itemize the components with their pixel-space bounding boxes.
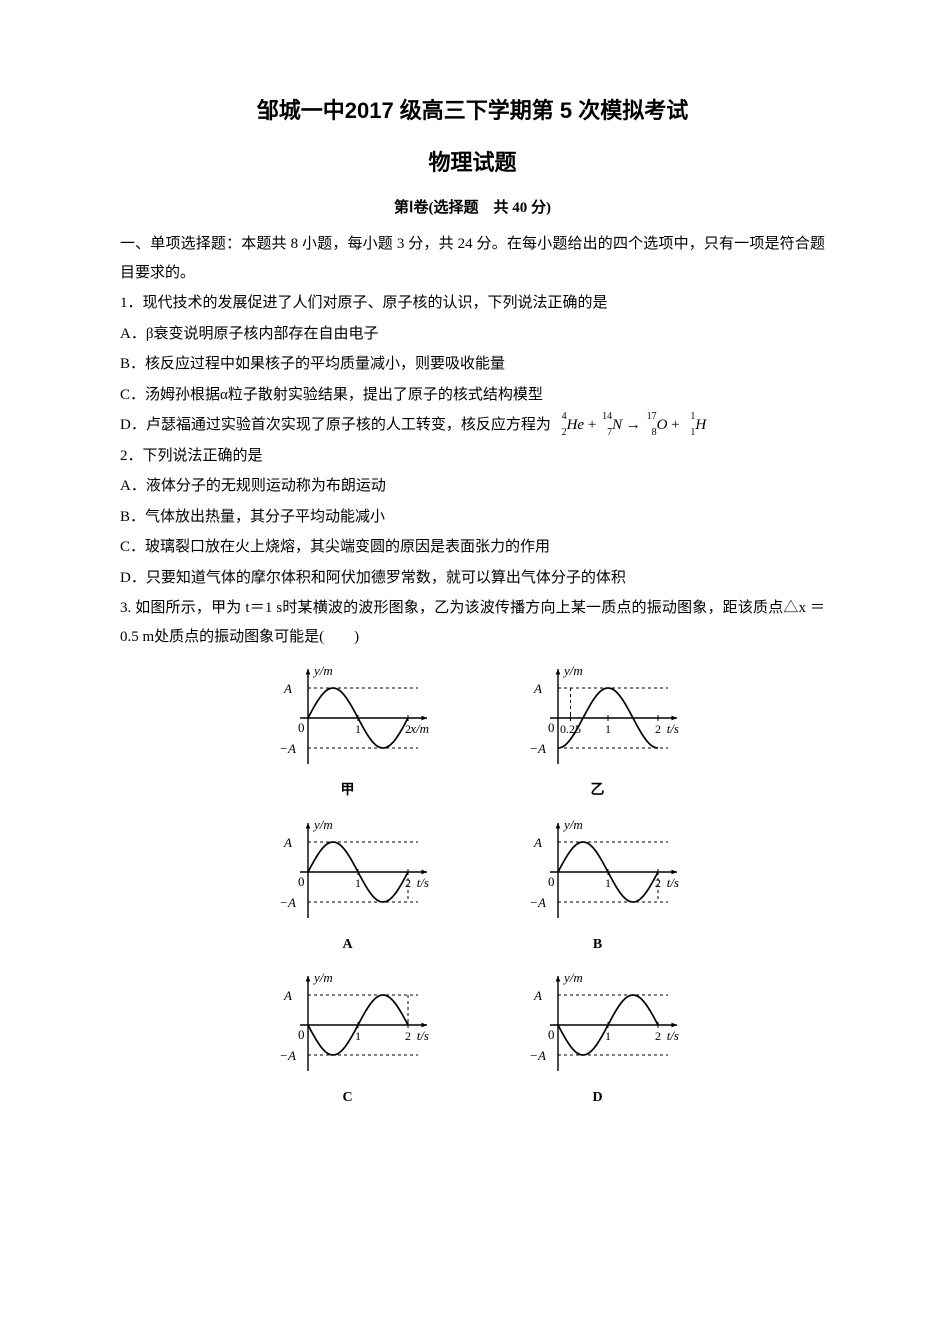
- svg-text:1: 1: [355, 722, 361, 736]
- q2-option-b: B．气体放出热量，其分子平均动能减小: [120, 503, 825, 532]
- charts-row-1: y/mA−A012x/m 甲 y/mA−A00.2512t/s 乙: [120, 661, 825, 805]
- chart-b: y/mA−A012t/s: [513, 815, 683, 930]
- svg-text:2: 2: [405, 1029, 411, 1043]
- page-subtitle: 物理试题: [120, 142, 825, 184]
- svg-text:1: 1: [605, 876, 611, 890]
- q3-stem: 3. 如图所示，甲为 t＝1 s时某横波的波形图象，乙为该波传播方向上某一质点的…: [120, 594, 825, 651]
- svg-text:y/m: y/m: [562, 663, 583, 678]
- q2-option-c: C．玻璃裂口放在火上烧熔，其尖端变圆的原因是表面张力的作用: [120, 533, 825, 562]
- page-title: 邹城一中2017 级高三下学期第 5 次模拟考试: [120, 90, 825, 132]
- q2-option-a: A．液体分子的无规则运动称为布朗运动: [120, 472, 825, 501]
- chart-label-yi: 乙: [513, 778, 683, 805]
- svg-text:t/s: t/s: [416, 1028, 428, 1043]
- q1-stem: 1．现代技术的发展促进了人们对原子、原子核的认识，下列说法正确的是: [120, 289, 825, 318]
- svg-text:−A: −A: [279, 741, 296, 756]
- svg-text:A: A: [533, 681, 542, 696]
- svg-text:t/s: t/s: [666, 1028, 678, 1043]
- svg-text:1: 1: [605, 1029, 611, 1043]
- q2-option-d: D．只要知道气体的摩尔体积和阿伏加德罗常数，就可以算出气体分子的体积: [120, 564, 825, 593]
- svg-text:t/s: t/s: [666, 721, 678, 736]
- svg-text:2: 2: [655, 1029, 661, 1043]
- svg-text:2: 2: [655, 722, 661, 736]
- nuclear-equation: 42He + 147N → 178O + 11H: [555, 417, 707, 433]
- svg-text:y/m: y/m: [312, 663, 333, 678]
- svg-text:A: A: [533, 835, 542, 850]
- chart-yi: y/mA−A00.2512t/s: [513, 661, 683, 776]
- section-heading: 第Ⅰ卷(选择题 共 40 分): [120, 194, 825, 223]
- svg-text:y/m: y/m: [312, 970, 333, 985]
- q1-option-d-prefix: D．卢瑟福通过实验首次实现了原子核的人工转变，核反应方程为: [120, 417, 555, 433]
- chart-c: y/m A −A0 1 2 t/s: [263, 968, 433, 1083]
- q1-option-c: C．汤姆孙根据α粒子散射实验结果，提出了原子的核式结构模型: [120, 381, 825, 410]
- chart-label-jia: 甲: [263, 778, 433, 805]
- chart-d: y/m A −A0 1 2 t/s: [513, 968, 683, 1083]
- charts-row-3: y/mA−A012t/s C y/mA−A012t/s D: [120, 968, 825, 1112]
- svg-text:−A: −A: [279, 1048, 296, 1063]
- svg-text:0: 0: [298, 720, 305, 735]
- q1-option-a: A．β衰变说明原子核内部存在自由电子: [120, 320, 825, 349]
- svg-text:A: A: [283, 835, 292, 850]
- svg-text:1: 1: [605, 722, 611, 736]
- svg-text:−A: −A: [279, 895, 296, 910]
- chart-label-a: A: [263, 932, 433, 959]
- svg-text:y/m: y/m: [312, 817, 333, 832]
- charts-row-2: y/mA−A012t/s A y/mA−A012t/s B: [120, 815, 825, 959]
- svg-text:0: 0: [548, 874, 555, 889]
- svg-text:−A: −A: [529, 1048, 546, 1063]
- chart-jia: y/mA−A012x/m: [263, 661, 433, 776]
- q1-option-d: D．卢瑟福通过实验首次实现了原子核的人工转变，核反应方程为 42He + 147…: [120, 411, 825, 440]
- chart-label-d: D: [513, 1085, 683, 1112]
- svg-text:A: A: [283, 988, 292, 1003]
- instructions-text: 一、单项选择题：本题共 8 小题，每小题 3 分，共 24 分。在每小题给出的四…: [120, 230, 825, 287]
- q2-stem: 2．下列说法正确的是: [120, 442, 825, 471]
- svg-text:t/s: t/s: [666, 875, 678, 890]
- svg-text:0: 0: [548, 720, 555, 735]
- svg-text:1: 1: [355, 876, 361, 890]
- svg-text:x/m: x/m: [409, 721, 429, 736]
- svg-text:−A: −A: [529, 895, 546, 910]
- chart-label-c: C: [263, 1085, 433, 1112]
- svg-text:0: 0: [298, 1027, 305, 1042]
- svg-text:y/m: y/m: [562, 817, 583, 832]
- svg-text:1: 1: [355, 1029, 361, 1043]
- q1-option-b: B．核反应过程中如果核子的平均质量减小，则要吸收能量: [120, 350, 825, 379]
- svg-text:A: A: [533, 988, 542, 1003]
- chart-a: y/mA−A012t/s: [263, 815, 433, 930]
- svg-text:0: 0: [548, 1027, 555, 1042]
- svg-text:y/m: y/m: [562, 970, 583, 985]
- chart-label-b: B: [513, 932, 683, 959]
- svg-text:t/s: t/s: [416, 875, 428, 890]
- svg-text:0: 0: [298, 874, 305, 889]
- svg-text:−A: −A: [529, 741, 546, 756]
- svg-text:A: A: [283, 681, 292, 696]
